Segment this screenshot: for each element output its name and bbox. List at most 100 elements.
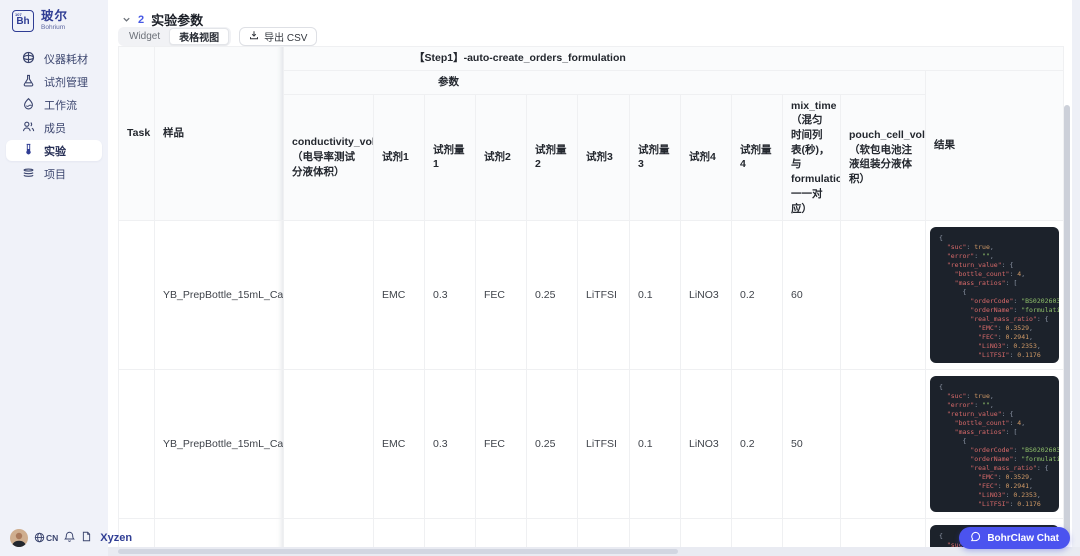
sample-cell: YB_PrepBottle_15mL_Carrier_bottle_A3 <box>154 518 284 547</box>
sidebar-item-label: 试剂管理 <box>44 76 88 89</box>
sidebar-item-label: 项目 <box>44 168 66 181</box>
param-cell-10 <box>840 369 926 520</box>
param-cell-8: 0.2 <box>731 518 783 547</box>
column-header-param-0: conductivity_volume（电导率测试分液体积） <box>283 93 374 222</box>
table-row: YB_PrepBottle_15mL_Carrier_bottle_A2EMC0… <box>118 369 1064 520</box>
sidebar-item-instruments[interactable]: 仪器耗材 <box>6 48 102 69</box>
experiment-table: Task 样品 【Step1】-auto-create_orders_formu… <box>118 46 1064 547</box>
column-header-param-5: 试剂3 <box>577 93 630 222</box>
document-icon[interactable] <box>81 529 92 547</box>
param-cell-3: FEC <box>475 518 527 547</box>
flask-icon <box>22 74 35 90</box>
param-cell-8: 0.2 <box>731 220 783 371</box>
sidebar-item-members[interactable]: 成员 <box>6 117 102 138</box>
task-cell <box>118 220 155 371</box>
sidebar-item-label: 仪器耗材 <box>44 53 88 66</box>
param-cell-4: 0.25 <box>526 518 578 547</box>
bohrium-logo-icon: 107 Bh <box>12 10 34 32</box>
param-cell-0 <box>283 369 374 520</box>
sidebar-menu: 仪器耗材 试剂管理 工作流 <box>0 48 108 184</box>
result-cell: { "suc": true, "error": "", "return_valu… <box>924 369 1064 520</box>
column-header-result: 结果 <box>924 69 1064 222</box>
widget-view-tab[interactable]: Widget <box>129 31 161 42</box>
param-cell-6: 0.1 <box>629 518 681 547</box>
param-cell-9: 80 <box>782 518 841 547</box>
notifications-bell-icon[interactable] <box>64 529 76 547</box>
sidebar-item-reagents[interactable]: 试剂管理 <box>6 71 102 92</box>
param-cell-5: LiTFSI <box>577 369 630 520</box>
sidebar-item-label: 工作流 <box>44 99 77 112</box>
param-cell-7: LiNO3 <box>680 518 732 547</box>
sidebar-item-projects[interactable]: 项目 <box>6 163 102 184</box>
param-cell-9: 60 <box>782 220 841 371</box>
param-cell-10 <box>840 518 926 547</box>
panel-header: 2 实验参数 <box>122 10 203 29</box>
param-cell-1: EMC <box>373 518 425 547</box>
column-header-param-4: 试剂量2 <box>526 93 578 222</box>
user-avatar[interactable] <box>10 529 28 547</box>
step-count-badge: 2 <box>138 13 145 26</box>
view-segmented-control: Widget 表格视图 <box>118 27 232 46</box>
param-cell-0 <box>283 518 374 547</box>
export-csv-button[interactable]: 导出 CSV <box>239 27 318 46</box>
param-cell-3: FEC <box>475 369 527 520</box>
instrument-icon <box>22 51 35 67</box>
param-cell-6: 0.1 <box>629 369 681 520</box>
sidebar-item-workflow[interactable]: 工作流 <box>6 94 102 115</box>
page-title: 实验参数 <box>151 13 204 28</box>
chat-button-label: BohrClaw Chat <box>987 532 1059 544</box>
sidebar-item-experiments[interactable]: 实验 <box>6 140 102 161</box>
sidebar-item-label: 成员 <box>44 122 66 135</box>
column-header-param-6: 试剂量3 <box>629 93 681 222</box>
table-row: YB_PrepBottle_15mL_Carrier_bottle_A1EMC0… <box>118 220 1064 371</box>
column-header-param-9: mix_time（混匀时间列表(秒)，与 formulation 一一对应） <box>782 93 841 222</box>
param-cell-2: 0.3 <box>424 220 476 371</box>
page-gutter <box>1072 0 1080 556</box>
param-cell-4: 0.25 <box>526 220 578 371</box>
param-cell-0 <box>283 220 374 371</box>
params-group-header: 参数 <box>283 70 926 95</box>
param-cell-8: 0.2 <box>731 369 783 520</box>
column-header-param-2: 试剂量1 <box>424 93 476 222</box>
app-subtitle: Bohrium <box>41 24 66 31</box>
param-cell-5: LiTFSI <box>577 518 630 547</box>
app-logo: 107 Bh 玻尔 Bohrium <box>0 0 108 32</box>
horizontal-scrollbar-track[interactable] <box>108 547 1080 556</box>
param-cell-6: 0.1 <box>629 220 681 371</box>
vertical-scrollbar[interactable] <box>1064 105 1070 543</box>
result-json-block[interactable]: { "suc": true, "error": "", "return_valu… <box>930 376 1060 513</box>
horizontal-scrollbar-thumb[interactable] <box>118 549 678 554</box>
param-cell-9: 50 <box>782 369 841 520</box>
column-header-param-3: 试剂2 <box>475 93 527 222</box>
collapse-chevron-icon[interactable] <box>122 15 131 24</box>
param-cell-1: EMC <box>373 369 425 520</box>
username[interactable]: Xyzen <box>100 532 133 544</box>
sidebar: 107 Bh 玻尔 Bohrium 仪器耗材 试剂管理 <box>0 0 132 556</box>
project-icon <box>22 166 35 182</box>
sidebar-item-label: 实验 <box>44 145 66 158</box>
result-cell: { "suc": true, "error": "", "return_valu… <box>924 220 1064 371</box>
download-icon <box>249 30 259 43</box>
param-cell-10 <box>840 220 926 371</box>
task-cell <box>118 369 155 520</box>
logo-atomic-number: 107 <box>15 11 22 17</box>
chat-bubble-icon <box>970 531 981 545</box>
result-json-block[interactable]: { "suc": true, "error": "", "return_valu… <box>930 227 1060 364</box>
step-group-header: 【Step1】-auto-create_orders_formulation <box>282 46 1064 71</box>
param-cell-3: FEC <box>475 220 527 371</box>
sample-cell: YB_PrepBottle_15mL_Carrier_bottle_A2 <box>154 369 284 520</box>
experiment-icon <box>22 143 35 159</box>
bohrclaw-chat-button[interactable]: BohrClaw Chat <box>959 527 1070 549</box>
sample-cell: YB_PrepBottle_15mL_Carrier_bottle_A1 <box>154 220 284 371</box>
app-name: 玻尔 <box>41 9 69 23</box>
language-label: CN <box>46 533 59 543</box>
members-icon <box>22 120 35 136</box>
toolbar: Widget 表格视图 导出 CSV <box>118 27 318 46</box>
export-csv-label: 导出 CSV <box>264 33 308 44</box>
language-switch[interactable]: CN <box>34 532 58 545</box>
param-cell-2: 0.3 <box>424 369 476 520</box>
table-view-tab[interactable]: 表格视图 <box>169 28 230 45</box>
column-header-sample: 样品 <box>154 46 284 222</box>
column-header-param-10: pouch_cell_volume（软包电池注液组装分液体积） <box>840 93 926 222</box>
table-row: YB_PrepBottle_15mL_Carrier_bottle_A3 EMC 0… <box>118 518 1064 547</box>
